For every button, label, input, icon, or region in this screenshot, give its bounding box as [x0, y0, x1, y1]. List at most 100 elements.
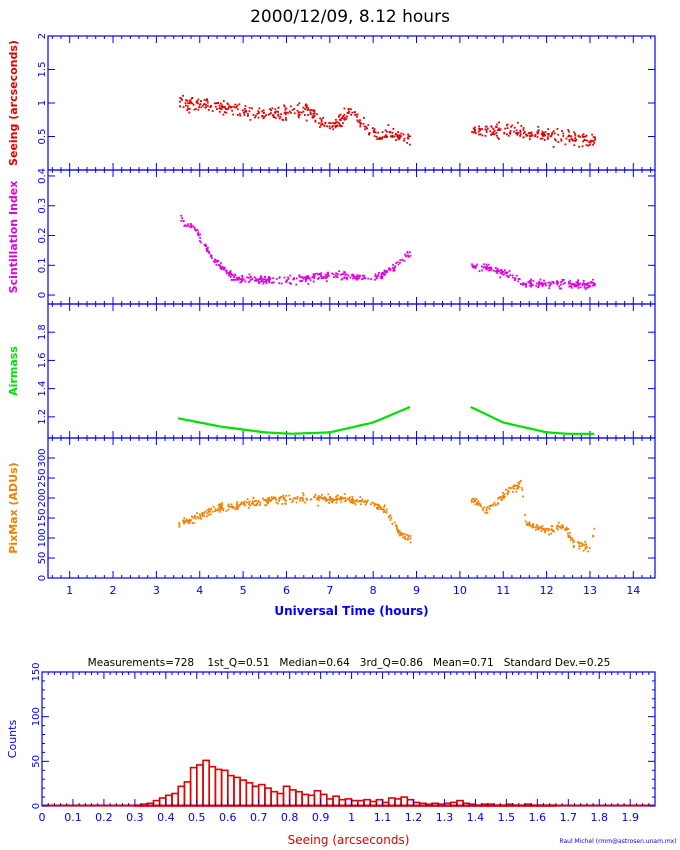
data-point	[196, 102, 199, 105]
data-point	[370, 503, 372, 506]
data-point	[323, 124, 326, 127]
x-tick-label: 7	[326, 584, 333, 597]
data-point	[300, 275, 303, 278]
data-point	[203, 98, 206, 101]
data-point	[502, 497, 505, 499]
data-point	[335, 275, 338, 278]
data-point	[339, 497, 342, 499]
data-point	[246, 498, 249, 501]
data-point	[400, 531, 403, 534]
data-point	[319, 273, 322, 275]
data-point	[204, 510, 207, 513]
hist-y-tick-label: 0	[31, 803, 42, 809]
data-point	[305, 119, 308, 122]
data-point	[568, 532, 571, 534]
hist-x-tick-label: 1.4	[467, 811, 485, 824]
data-point	[193, 108, 196, 111]
data-point	[356, 277, 358, 280]
data-point	[542, 528, 545, 531]
data-point	[266, 500, 269, 502]
data-point	[236, 503, 238, 505]
data-point	[515, 132, 517, 135]
data-point	[479, 133, 482, 136]
data-point	[493, 130, 496, 132]
histogram-bar	[227, 774, 235, 807]
data-point	[407, 536, 410, 538]
data-point	[184, 224, 186, 227]
data-point	[227, 106, 230, 109]
hist-x-tick-label: 0.5	[188, 811, 206, 824]
data-point	[191, 522, 194, 525]
data-point	[341, 273, 343, 276]
data-point	[545, 527, 548, 530]
data-point	[297, 112, 300, 114]
y-tick-label: 1.5	[37, 62, 48, 78]
data-point	[218, 509, 221, 512]
data-point	[240, 501, 243, 504]
data-point	[324, 273, 327, 276]
data-point	[257, 499, 260, 502]
data-point	[295, 277, 298, 280]
data-point	[179, 105, 181, 108]
data-point	[220, 262, 222, 264]
data-point	[538, 282, 540, 285]
data-point	[259, 278, 262, 280]
histogram-bar	[189, 766, 198, 807]
data-point	[212, 505, 215, 508]
data-point	[471, 263, 473, 266]
data-point	[522, 282, 525, 284]
data-point	[275, 501, 278, 504]
data-point	[381, 277, 384, 280]
data-point	[238, 276, 240, 279]
data-point	[262, 280, 265, 283]
data-point	[483, 263, 485, 266]
data-point	[577, 284, 580, 287]
data-point	[197, 231, 200, 234]
data-point	[187, 107, 189, 110]
data-point	[371, 127, 374, 129]
data-point	[227, 108, 229, 110]
data-point	[270, 496, 273, 499]
data-point	[574, 137, 577, 139]
data-point	[385, 508, 388, 511]
data-point	[313, 110, 316, 113]
data-point	[490, 133, 492, 136]
data-point	[506, 274, 508, 277]
data-point	[351, 502, 354, 504]
data-point	[181, 217, 184, 219]
data-point	[351, 111, 354, 114]
data-point	[396, 136, 399, 139]
data-point	[495, 131, 498, 134]
data-point	[586, 283, 589, 286]
data-point	[374, 273, 377, 276]
data-point	[299, 280, 301, 282]
data-point	[577, 280, 579, 283]
data-point	[572, 546, 575, 548]
data-point	[583, 282, 586, 285]
data-point	[219, 506, 222, 509]
data-point	[268, 281, 271, 284]
data-point	[531, 526, 534, 529]
data-point	[262, 278, 264, 281]
data-point	[220, 508, 222, 511]
data-point	[183, 517, 186, 520]
data-point	[304, 501, 306, 504]
data-point	[302, 494, 305, 497]
data-point	[389, 131, 391, 134]
data-point	[591, 133, 594, 136]
data-point	[267, 278, 270, 281]
data-point	[502, 271, 505, 273]
data-point	[282, 497, 285, 500]
data-point	[494, 270, 497, 273]
data-point	[530, 132, 532, 135]
data-point	[587, 282, 589, 285]
data-point	[324, 122, 327, 125]
data-point	[335, 118, 337, 121]
data-point	[238, 112, 241, 115]
data-point	[470, 501, 473, 503]
data-point	[361, 278, 363, 280]
data-point	[476, 503, 479, 505]
data-point	[217, 260, 219, 262]
data-point	[262, 109, 265, 112]
